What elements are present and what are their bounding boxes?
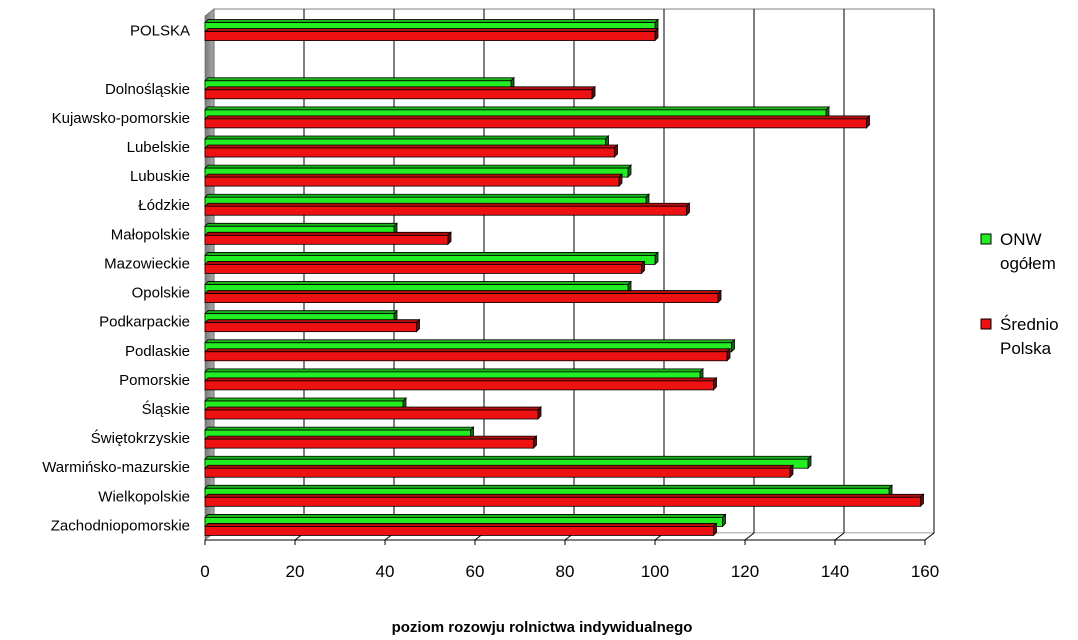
- bar-srednio-3: [204, 114, 871, 129]
- category-label: Śląskie: [142, 400, 190, 418]
- category-label: POLSKA: [130, 23, 190, 40]
- category-label: Podkarpackie: [99, 314, 190, 331]
- gridline-floor-120: [744, 532, 755, 541]
- category-label: Dolnośląskie: [105, 81, 190, 98]
- bar-srednio-7: [204, 231, 452, 246]
- category-label: Świętokrzyskie: [91, 429, 190, 447]
- gridline-floor-140: [834, 532, 845, 541]
- bar-srednio-15: [204, 464, 794, 479]
- x-axis-label: poziom rozowju rolnictwa indywidualnego: [392, 619, 693, 636]
- bar-onw-11: [204, 338, 736, 353]
- category-label: Pomorskie: [119, 372, 190, 389]
- bar-srednio-10: [204, 318, 421, 333]
- bar-srednio-0: [204, 27, 659, 42]
- x-tick-label: 0: [200, 562, 209, 581]
- legend-label: ogółem: [1000, 254, 1056, 273]
- x-tick-label: 20: [286, 562, 305, 581]
- category-label: Lubelskie: [127, 139, 190, 156]
- category-label: Warmińsko-mazurskie: [42, 459, 190, 476]
- bars: [204, 18, 925, 537]
- bar-onw-17: [204, 513, 727, 528]
- bar-onw-6: [204, 193, 650, 208]
- bar-srednio-9: [204, 289, 722, 304]
- bar-onw-9: [204, 280, 632, 295]
- bar-onw-16: [204, 484, 893, 499]
- category-label: Wielkopolskie: [98, 488, 190, 505]
- bar-onw-7: [204, 222, 398, 237]
- x-tick-label: 60: [466, 562, 485, 581]
- bar-srednio-16: [204, 493, 925, 508]
- x-tick-label: 40: [376, 562, 395, 581]
- category-label: Opolskie: [132, 285, 190, 302]
- legend-label: Polska: [1000, 339, 1052, 358]
- x-tick-label: 160: [911, 562, 939, 581]
- legend-swatch-0: [980, 233, 992, 245]
- x-tick-label: 140: [821, 562, 849, 581]
- bar-srednio-8: [204, 260, 646, 275]
- bar-srednio-5: [204, 173, 623, 188]
- x-tick-label: 80: [556, 562, 575, 581]
- category-label: Podlaskie: [125, 343, 190, 360]
- category-label: Zachodniopomorskie: [51, 517, 190, 534]
- category-label: Łódzkie: [138, 197, 190, 214]
- legend-swatch-1: [980, 318, 992, 330]
- bar-srednio-17: [204, 522, 718, 537]
- category-labels: POLSKA Dolnośląskie Kujawsko-pomorskie Lube…: [42, 23, 190, 535]
- legend: ONW ogółem Średnio Polska: [980, 230, 1059, 358]
- bar-onw-8: [204, 251, 659, 266]
- bar-srednio-2: [204, 85, 596, 100]
- bar-srednio-13: [204, 406, 542, 420]
- category-label: Małopolskie: [111, 226, 190, 243]
- bar-srednio-14: [204, 435, 538, 450]
- bar-srednio-6: [204, 202, 691, 217]
- bar-srednio-4: [204, 144, 619, 158]
- category-label: Kujawsko-pomorskie: [52, 110, 190, 127]
- bar-onw-5: [204, 164, 632, 179]
- x-tick-label: 120: [731, 562, 759, 581]
- bar-srednio-12: [204, 376, 718, 391]
- legend-label: Średnio: [1000, 315, 1059, 334]
- legend-label: ONW: [1000, 230, 1042, 249]
- gridline-floor-160: [924, 532, 935, 541]
- bar-srednio-11: [204, 347, 731, 362]
- category-label: Lubuskie: [130, 168, 190, 185]
- x-axis-ticks: 0 20 40 60 80 100 120 140 160: [200, 539, 939, 581]
- category-label: Mazowieckie: [104, 255, 190, 272]
- x-tick-label: 100: [641, 562, 669, 581]
